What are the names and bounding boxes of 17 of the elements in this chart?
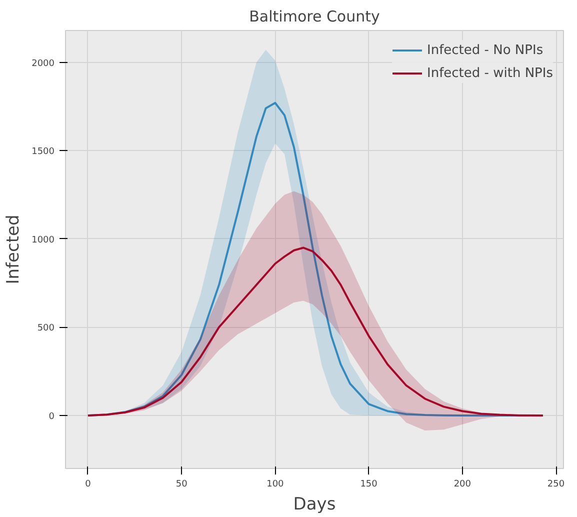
line-series — [86, 246, 544, 417]
x-tick-label: 0 — [85, 480, 92, 490]
y-tick-label: 0 — [48, 412, 55, 422]
legend-label: Infected - with NPIs — [427, 66, 553, 80]
x-tick-label: 100 — [266, 480, 284, 490]
y-tick-label: 2000 — [32, 58, 55, 69]
x-tick-label: 150 — [360, 480, 378, 490]
y-axis-title: Infected — [4, 214, 24, 284]
legend-label: Infected - No NPIs — [427, 42, 544, 58]
x-tick-label: 50 — [176, 480, 188, 490]
x-axis-title: Days — [293, 494, 336, 514]
y-tick-label: 1500 — [32, 147, 55, 158]
chart-title: Baltimore County — [249, 8, 380, 26]
x-tick-label: 250 — [547, 480, 565, 490]
y-tick-label: 500 — [37, 324, 55, 334]
x-tick-label: 200 — [454, 480, 472, 490]
y-tick-label: 1000 — [32, 235, 55, 246]
